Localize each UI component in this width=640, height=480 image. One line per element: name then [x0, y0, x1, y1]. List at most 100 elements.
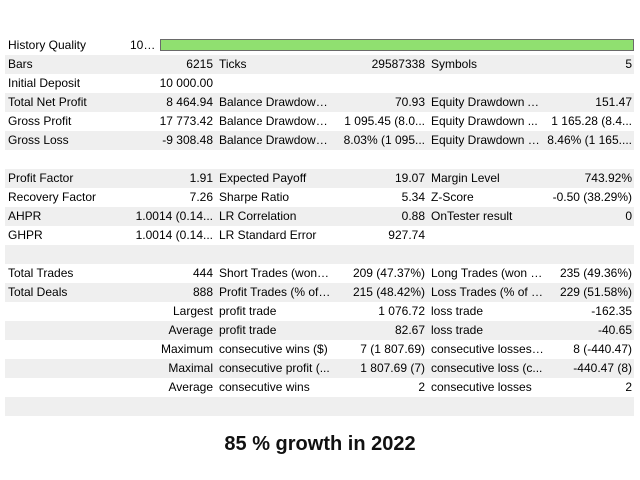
report-row: Bars 6215 Ticks 29587338 Symbols 5: [5, 55, 634, 74]
metric-value: 19.07: [394, 171, 425, 185]
metric-value: [544, 397, 634, 416]
metric-value: 2: [625, 380, 632, 394]
report-row: Gross Profit 17 773.42 Balance Drawdown ..…: [5, 112, 634, 131]
metric-label: LR Correlation: [219, 209, 297, 223]
metric-value: 8 464.94: [166, 95, 213, 109]
report-row: [5, 397, 634, 416]
backtest-report-table: History Quality 100% Bars 6215 Ticks 295873…: [5, 36, 634, 416]
stat-qualifier: Maximal: [168, 361, 213, 375]
metric-value: -9 308.48: [162, 133, 213, 147]
metric-label: Ticks: [219, 57, 247, 71]
stat-qualifier: Average: [168, 323, 213, 337]
metric-label: loss trade: [431, 304, 484, 318]
metric-label: loss trade: [431, 323, 484, 337]
metric-value: 6215: [186, 57, 213, 71]
report-row: Maximal consecutive profit (... 1 807.69 (…: [5, 359, 634, 378]
metric-label: [5, 397, 130, 416]
metric-value: 29587338: [371, 57, 425, 71]
metric-label: Profit Factor: [8, 171, 74, 185]
history-quality-label: History Quality: [8, 38, 87, 52]
metric-value: 1 807.69 (7): [360, 361, 425, 375]
metric-value: 235 (49.36%): [559, 266, 632, 280]
metric-label: Loss Trades (% of t...: [431, 285, 544, 299]
history-quality-value: 100%: [130, 38, 160, 52]
metric-label: Margin Level: [431, 171, 500, 185]
metric-label: Short Trades (won %): [219, 266, 332, 280]
metric-value: 1 095.45 (8.0...: [344, 114, 425, 128]
report-row: Recovery Factor 7.26 Sharpe Ratio 5.34 Z-Sco…: [5, 188, 634, 207]
metric-value: 151.47: [595, 95, 632, 109]
metric-label: Symbols: [431, 57, 478, 71]
metric-label: [428, 74, 544, 93]
metric-label: Equity Drawdown A...: [431, 95, 544, 109]
metric-value: [544, 74, 634, 93]
report-row: Total Trades 444 Short Trades (won %) 209 (…: [5, 264, 634, 283]
metric-label: Expected Payoff: [219, 171, 307, 185]
metric-value: 229 (51.58%): [559, 285, 632, 299]
report-row: Profit Factor 1.91 Expected Payoff 19.07 Mar…: [5, 169, 634, 188]
metric-label: [5, 245, 130, 264]
metric-value: 7 (1 807.69): [360, 342, 425, 356]
metric-value: -0.50 (38.29%): [552, 190, 632, 204]
metric-label: Gross Loss: [8, 133, 69, 147]
metric-value: [544, 150, 634, 169]
report-row: Average profit trade 82.67 loss trade -40.65: [5, 321, 634, 340]
metric-label: consecutive profit (...: [219, 361, 330, 375]
report-row: [5, 245, 634, 264]
metric-value: -440.47 (8): [573, 361, 632, 375]
metric-value: 927.74: [388, 228, 425, 242]
metric-label: [216, 245, 332, 264]
metric-label: Total Trades: [8, 266, 74, 280]
metric-label: Balance Drawdown ...: [219, 133, 332, 147]
metric-label: [5, 150, 130, 169]
metric-value: [332, 150, 428, 169]
report-row: Average consecutive wins 2 consecutive loss…: [5, 378, 634, 397]
metric-label: GHPR: [8, 228, 43, 242]
metric-value: -162.35: [591, 304, 632, 318]
metric-value: 1.0014 (0.14...: [135, 209, 213, 223]
history-quality-bar-fill: [160, 39, 634, 51]
metric-value: [130, 245, 216, 264]
metric-label: Equity Drawdown R...: [431, 133, 544, 147]
metric-label: [428, 226, 544, 245]
metric-value: 8 (-440.47): [573, 342, 632, 356]
metric-value: 1.0014 (0.14...: [135, 228, 213, 242]
stat-qualifier: Average: [168, 380, 213, 394]
metric-label: Recovery Factor: [8, 190, 97, 204]
metric-label: [428, 150, 544, 169]
metric-value: -40.65: [597, 323, 632, 337]
metric-value: 8.46% (1 165....: [547, 133, 632, 147]
metric-label: [428, 245, 544, 264]
stat-qualifier: Largest: [172, 304, 213, 318]
report-row: Initial Deposit 10 000.00: [5, 74, 634, 93]
metric-value: 743.92%: [584, 171, 632, 185]
metric-label: [216, 397, 332, 416]
metric-value: 888: [192, 285, 213, 299]
metric-label: consecutive loss (c...: [431, 361, 543, 375]
report-row: Gross Loss -9 308.48 Balance Drawdown ... 8…: [5, 131, 634, 150]
metric-label: consecutive wins: [219, 380, 310, 394]
metric-value: 5.34: [401, 190, 425, 204]
metric-value: [332, 245, 428, 264]
metric-value: 8.03% (1 095...: [343, 133, 425, 147]
metric-label: consecutive losses ($): [431, 342, 544, 356]
report-row: Maximum consecutive wins ($) 7 (1 807.69) c…: [5, 340, 634, 359]
report-row: Largest profit trade 1 076.72 loss trade -16…: [5, 302, 634, 321]
report-row: AHPR 1.0014 (0.14... LR Correlation 0.88 OnT…: [5, 207, 634, 226]
metric-value: [130, 397, 216, 416]
metric-label: consecutive losses: [431, 380, 532, 394]
metric-value: [544, 245, 634, 264]
metric-label: AHPR: [8, 209, 42, 223]
metric-value: 444: [192, 266, 213, 280]
metric-value: [544, 226, 634, 245]
metric-label: Gross Profit: [8, 114, 72, 128]
metric-value: 7.26: [189, 190, 213, 204]
metric-label: Balance Drawdown ...: [219, 114, 332, 128]
metric-value: [130, 150, 216, 169]
metric-label: Balance Drawdown ...: [219, 95, 332, 109]
stat-qualifier: Maximum: [160, 342, 213, 356]
metric-label: profit trade: [219, 304, 277, 318]
metric-label: Total Deals: [8, 285, 68, 299]
report-row: Total Net Profit 8 464.94 Balance Drawdown…: [5, 93, 634, 112]
metric-label: Total Net Profit: [8, 95, 87, 109]
